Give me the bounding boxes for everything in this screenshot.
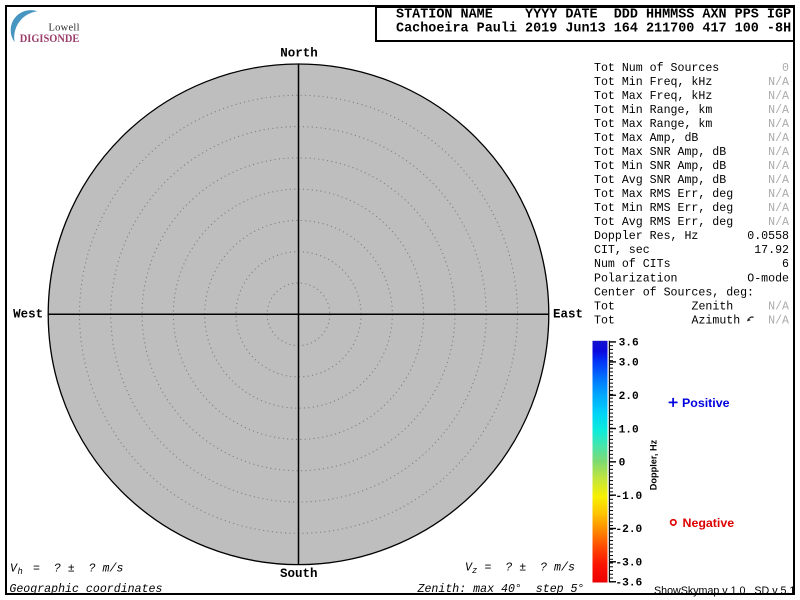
svg-text:Tot Num of Sources: Tot Num of Sources — [594, 62, 719, 75]
svg-text:-1.0: -1.0 — [615, 491, 642, 503]
svg-text:h: h — [18, 567, 23, 577]
svg-text:2.0: 2.0 — [619, 391, 639, 403]
svg-text:Tot Min Freq, kHz: Tot Min Freq, kHz — [594, 76, 712, 89]
svg-text:Azimuth: Azimuth — [692, 314, 741, 327]
svg-text:Zenith: max 40° step 5°: Zenith: max 40° step 5° — [417, 583, 585, 596]
svg-text:Doppler, Hz: Doppler, Hz — [649, 439, 659, 490]
svg-text:= ? ± ? m/s: = ? ± ? m/s — [478, 562, 575, 575]
svg-text:N/A: N/A — [768, 216, 789, 229]
svg-text:STATION NAME YYYY DATE DDD: STATION NAME YYYY DATE DDD HHMMSS AXN PP… — [396, 7, 791, 22]
svg-text:Center of Sources, deg:: Center of Sources, deg: — [594, 286, 754, 299]
svg-text:Geographic coordinates: Geographic coordinates — [9, 583, 162, 596]
svg-text:N/A: N/A — [768, 174, 789, 187]
svg-text:West: West — [13, 308, 43, 322]
svg-text:Num of CITs: Num of CITs — [594, 258, 671, 271]
svg-text:Tot Max Freq, kHz: Tot Max Freq, kHz — [594, 90, 712, 103]
svg-text:N/A: N/A — [768, 132, 789, 145]
svg-text:Positive: Positive — [682, 396, 730, 410]
svg-text:CIT, sec: CIT, sec — [594, 244, 650, 257]
svg-text:ShowSkymap v 1.0 SD v 5.1: ShowSkymap v 1.0 SD v 5.1 — [654, 585, 795, 597]
svg-text:V: V — [465, 562, 473, 575]
svg-text:3.0: 3.0 — [619, 358, 639, 370]
svg-text:0: 0 — [782, 62, 789, 75]
svg-text:N/A: N/A — [768, 76, 789, 89]
svg-text:-3.0: -3.0 — [615, 558, 642, 570]
svg-text:Polarization: Polarization — [594, 272, 678, 285]
svg-text:N/A: N/A — [768, 118, 789, 131]
svg-text:Tot Avg RMS Err, deg: Tot Avg RMS Err, deg — [594, 216, 733, 229]
svg-text:East: East — [553, 308, 583, 322]
svg-text:N/A: N/A — [768, 104, 789, 117]
svg-text:= ? ± ? m/s: = ? ± ? m/s — [26, 563, 123, 576]
svg-text:South: South — [280, 567, 318, 581]
svg-text:Negative: Negative — [683, 516, 735, 530]
svg-text:N/A: N/A — [768, 300, 789, 313]
svg-text:Doppler Res, Hz: Doppler Res, Hz — [594, 230, 698, 243]
svg-text:Tot Max Amp, dB: Tot Max Amp, dB — [594, 132, 698, 145]
svg-text:Zenith: Zenith — [692, 300, 734, 313]
svg-text:-3.6: -3.6 — [615, 578, 642, 590]
svg-text:Tot: Tot — [594, 300, 615, 313]
svg-text:Tot: Tot — [594, 314, 615, 327]
svg-text:Tot Min RMS Err, deg: Tot Min RMS Err, deg — [594, 202, 733, 215]
svg-text:6: 6 — [782, 258, 789, 271]
svg-text:O-mode: O-mode — [747, 272, 789, 285]
svg-text:N/A: N/A — [768, 90, 789, 103]
svg-text:Tot Max RMS Err, deg: Tot Max RMS Err, deg — [594, 188, 733, 201]
svg-text:Cachoeira Pauli 2019 Jun13 164: Cachoeira Pauli 2019 Jun13 164 211700 41… — [396, 21, 791, 36]
svg-text:1.0: 1.0 — [619, 424, 639, 436]
svg-text:3.6: 3.6 — [619, 338, 639, 350]
svg-text:DIGISONDE: DIGISONDE — [20, 33, 80, 45]
svg-text:North: North — [280, 47, 318, 61]
svg-text:N/A: N/A — [768, 160, 789, 173]
svg-text:N/A: N/A — [768, 202, 789, 215]
svg-text:Lowell: Lowell — [49, 22, 80, 33]
svg-text:Tot Max SNR Amp, dB: Tot Max SNR Amp, dB — [594, 146, 726, 159]
svg-text:0: 0 — [619, 458, 626, 470]
svg-text:N/A: N/A — [768, 188, 789, 201]
svg-text:Tot Min SNR Amp, dB: Tot Min SNR Amp, dB — [594, 160, 726, 173]
svg-text:N/A: N/A — [768, 314, 789, 327]
svg-text:Tot Avg SNR Amp, dB: Tot Avg SNR Amp, dB — [594, 174, 726, 187]
svg-text:-2.0: -2.0 — [615, 524, 642, 536]
svg-text:N/A: N/A — [768, 146, 789, 159]
svg-text:Tot Max Range, km: Tot Max Range, km — [594, 118, 712, 131]
svg-text:Tot Min Range, km: Tot Min Range, km — [594, 104, 712, 117]
svg-text:17.92: 17.92 — [754, 244, 789, 257]
svg-text:0.0558: 0.0558 — [747, 230, 789, 243]
svg-text:z: z — [472, 566, 477, 576]
svg-text:V: V — [10, 563, 18, 576]
